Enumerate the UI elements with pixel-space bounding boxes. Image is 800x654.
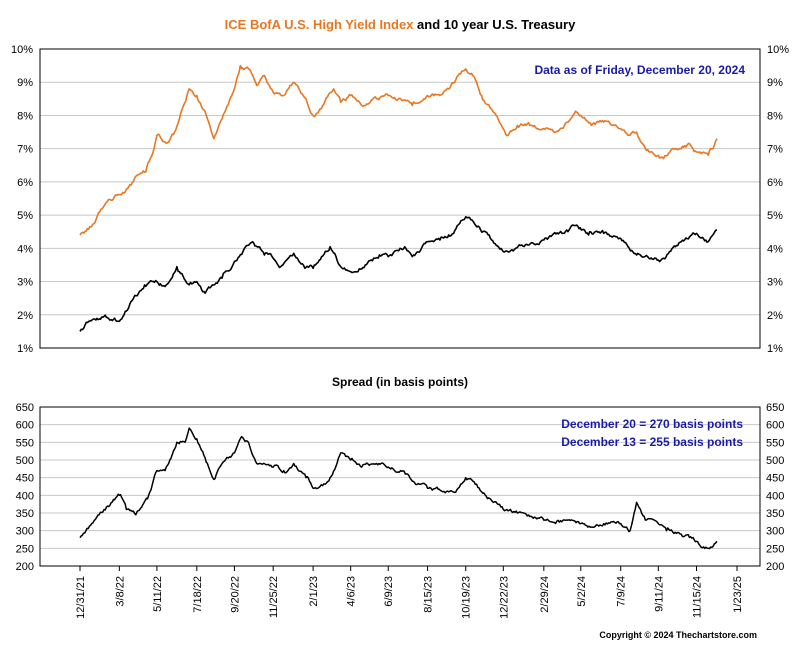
top-y-tick-left: 8% <box>17 110 33 122</box>
top-y-tick-left: 5% <box>17 210 33 222</box>
title-part-0: ICE BofA U.S. High Yield Index <box>225 17 415 32</box>
x-tick-label: 6/9/23 <box>383 576 395 607</box>
bottom-y-tick-right: 400 <box>766 490 784 502</box>
top-plot-area <box>39 48 761 349</box>
top-y-tick-left: 4% <box>17 243 33 255</box>
bottom-y-tick-left: 250 <box>16 543 34 555</box>
x-tick-label: 9/11/24 <box>653 576 665 612</box>
x-tick-label: 2/29/24 <box>539 576 551 613</box>
top-y-tick-right: 4% <box>767 243 783 255</box>
bottom-y-axis-tick-labels: 200 200 250 250 300 300 350 350 400 400 450 450 500 5… <box>16 402 785 573</box>
spread-line <box>79 427 718 550</box>
bottom-y-tick-right: 350 <box>766 508 784 520</box>
bottom-y-tick-right: 500 <box>766 455 784 467</box>
bottom-chart-title: Spread (in basis points) <box>332 375 468 389</box>
top-y-tick-left: 1% <box>17 343 33 355</box>
top-y-tick-left: 10% <box>11 44 33 56</box>
high-yield-index-line <box>79 64 718 236</box>
bottom-y-tick-right: 250 <box>766 543 784 555</box>
title-part-1: and 10 year U.S. Treasury <box>413 17 576 32</box>
bottom-y-tick-right: 200 <box>766 561 784 573</box>
copyright-footer: Copyright © 2024 Thechartstore.com <box>599 630 757 640</box>
top-chart-title: ICE BofA U.S. High Yield Index and 10 ye… <box>225 17 576 32</box>
x-tick-label: 9/20/22 <box>229 576 241 613</box>
bottom-y-tick-right: 650 <box>766 402 784 414</box>
x-tick-label: 10/19/23 <box>461 576 473 619</box>
top-y-tick-right: 3% <box>767 277 783 289</box>
x-tick-label: 2/1/23 <box>308 576 320 607</box>
top-y-tick-left: 9% <box>17 77 33 89</box>
top-chart-series <box>79 64 718 332</box>
top-chart-gridlines <box>40 48 760 349</box>
top-y-axis-tick-labels: 1% 1% 2% 2% 3% 3% 4% 4% 5% 5% 6% 6% 7% 7% 8% 8% 9% 9% 10% 1… <box>11 44 789 355</box>
bottom-y-tick-left: 450 <box>16 473 34 485</box>
x-tick-label: 4/6/23 <box>346 576 358 607</box>
bottom-chart-series <box>79 427 718 550</box>
data-as-of-annotation: Data as of Friday, December 20, 2024 <box>534 63 745 77</box>
top-y-tick-right: 6% <box>767 177 783 189</box>
bottom-y-tick-right: 300 <box>766 526 784 538</box>
top-y-tick-left: 7% <box>17 144 33 156</box>
x-tick-label: 11/15/24 <box>691 576 703 618</box>
bottom-y-tick-left: 200 <box>16 561 34 573</box>
x-tick-label: 12/31/21 <box>75 576 87 619</box>
bottom-y-tick-left: 350 <box>16 508 34 520</box>
bottom-y-tick-right: 550 <box>766 437 784 449</box>
top-y-tick-right: 7% <box>767 144 783 156</box>
bottom-plot-area <box>39 406 761 567</box>
x-tick-label: 3/8/22 <box>114 576 126 607</box>
bottom-y-tick-left: 500 <box>16 455 34 467</box>
spread-annotation-dec20: December 20 = 270 basis points <box>561 417 743 431</box>
bottom-y-tick-left: 600 <box>16 420 34 432</box>
x-tick-label: 8/15/23 <box>423 576 435 613</box>
spread-annotation-dec13: December 13 = 255 basis points <box>561 435 743 449</box>
x-tick-label: 7/9/24 <box>616 576 628 607</box>
x-tick-label: 5/2/24 <box>576 576 588 607</box>
top-y-tick-right: 5% <box>767 210 783 222</box>
top-y-tick-left: 2% <box>17 310 33 322</box>
x-tick-label: 7/18/22 <box>192 576 204 613</box>
top-y-tick-right: 2% <box>767 310 783 322</box>
bottom-y-tick-right: 450 <box>766 473 784 485</box>
bottom-y-tick-left: 550 <box>16 437 34 449</box>
bottom-y-tick-right: 600 <box>766 420 784 432</box>
top-y-tick-right: 9% <box>767 77 783 89</box>
bottom-y-tick-left: 650 <box>16 402 34 414</box>
x-tick-label: 11/25/22 <box>268 576 280 618</box>
x-tick-label: 1/23/25 <box>732 576 744 613</box>
bottom-y-tick-left: 400 <box>16 490 34 502</box>
x-axis-tick-labels: 12/31/21 3/8/22 5/11/22 7/18/22 9/20/22 11/25… <box>75 566 744 619</box>
x-tick-label: 12/22/23 <box>498 576 510 619</box>
top-y-tick-left: 3% <box>17 277 33 289</box>
bottom-y-tick-left: 300 <box>16 526 34 538</box>
treasury-10yr-line <box>79 216 718 332</box>
top-y-tick-right: 8% <box>767 110 783 122</box>
top-y-tick-left: 6% <box>17 177 33 189</box>
top-y-tick-right: 10% <box>767 44 789 56</box>
top-y-tick-right: 1% <box>767 343 783 355</box>
x-tick-label: 5/11/22 <box>152 576 164 612</box>
